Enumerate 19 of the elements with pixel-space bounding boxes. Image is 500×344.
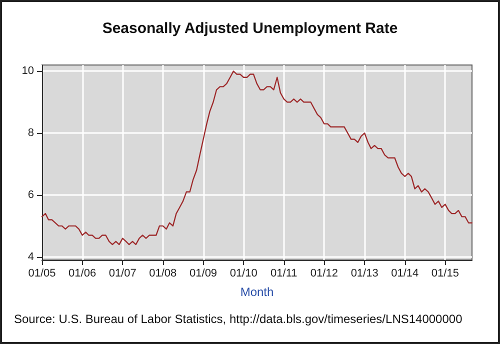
line-series	[41, 70, 473, 246]
x-tick-label: 01/05	[28, 268, 56, 280]
source-note: Source: U.S. Bureau of Labor Statistics, http://data.bls.gov/timeseries/LNS14000000	[14, 312, 462, 326]
y-tick-label: 6	[28, 189, 34, 201]
x-tick-label: 01/07	[108, 268, 136, 280]
x-tick-label: 01/14	[391, 268, 419, 280]
x-tick-label: 01/09	[190, 268, 218, 280]
x-tick-label: 01/10	[230, 268, 258, 280]
y-tick-label: 10	[22, 65, 34, 78]
chart-title: Seasonally Adjusted Unemployment Rate	[102, 20, 398, 37]
y-tick-label: 8	[28, 127, 34, 140]
x-tick-label: 01/11	[270, 268, 298, 280]
x-tick-label: 01/12	[310, 268, 338, 280]
x-axis-title: Month	[240, 285, 274, 299]
y-tick-label: 4	[28, 250, 34, 263]
x-tick-label: 01/13	[350, 268, 378, 280]
x-tick-label: 01/06	[68, 268, 96, 280]
x-tick-label: 01/08	[149, 268, 177, 280]
x-tick-label: 01/15	[431, 268, 459, 280]
